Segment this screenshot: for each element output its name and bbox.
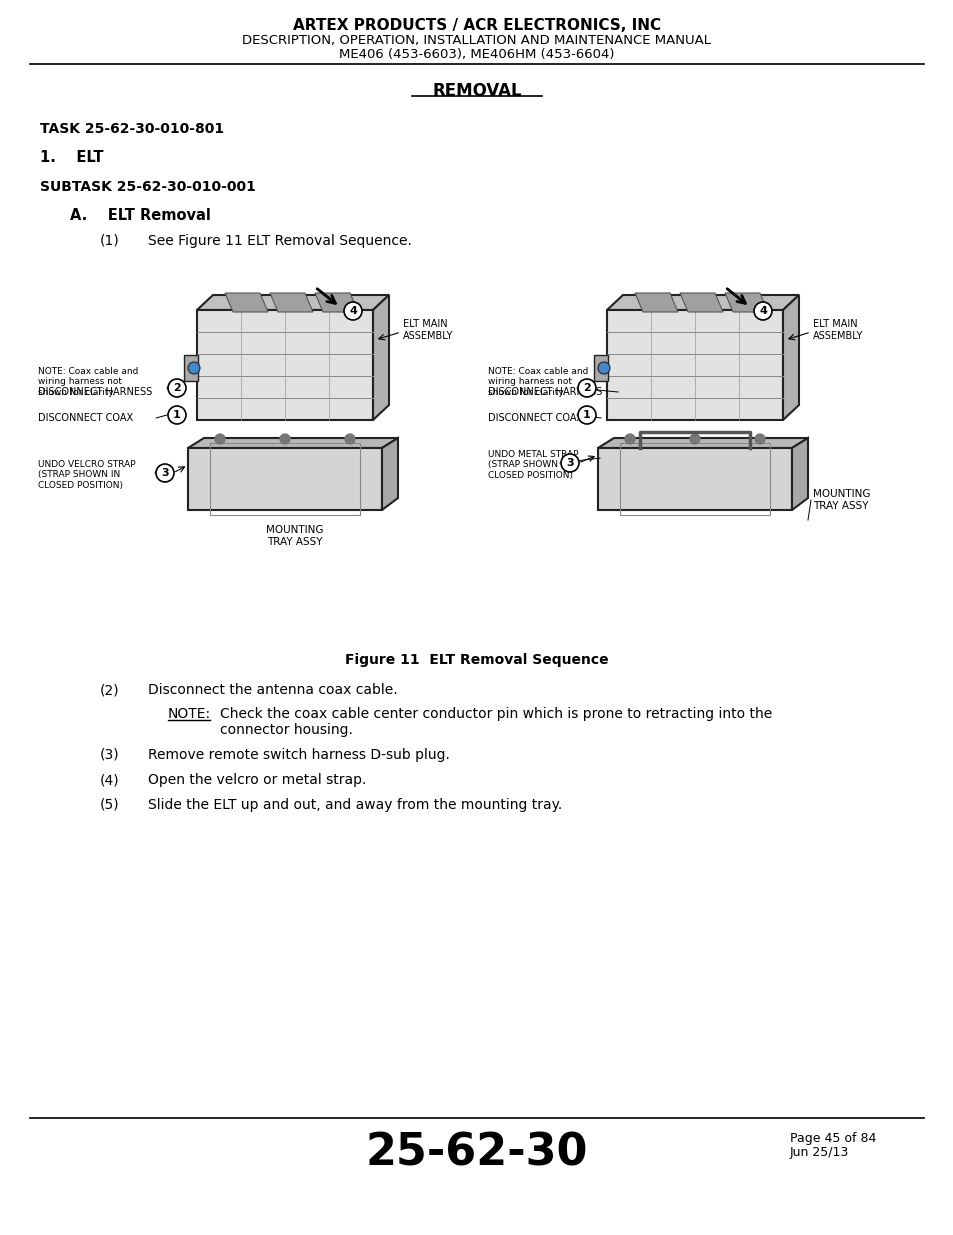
- Text: (4): (4): [100, 773, 119, 787]
- Text: 1: 1: [172, 410, 181, 420]
- Text: MOUNTING
TRAY ASSY: MOUNTING TRAY ASSY: [812, 489, 869, 511]
- Text: 2: 2: [172, 383, 181, 393]
- Circle shape: [214, 433, 225, 445]
- Text: Slide the ELT up and out, and away from the mounting tray.: Slide the ELT up and out, and away from …: [148, 798, 561, 811]
- Text: (5): (5): [100, 798, 119, 811]
- Text: A.    ELT Removal: A. ELT Removal: [70, 207, 211, 224]
- Bar: [210, 443, 359, 515]
- Circle shape: [754, 433, 764, 445]
- Polygon shape: [373, 295, 389, 420]
- Circle shape: [188, 362, 200, 374]
- Text: (2): (2): [100, 683, 119, 697]
- Text: SUBTASK 25-62-30-010-001: SUBTASK 25-62-30-010-001: [40, 180, 255, 194]
- Text: ELT MAIN
ASSEMBLY: ELT MAIN ASSEMBLY: [402, 319, 453, 341]
- Circle shape: [753, 303, 771, 320]
- Text: See Figure 11 ELT Removal Sequence.: See Figure 11 ELT Removal Sequence.: [148, 233, 412, 248]
- Text: 3: 3: [161, 468, 169, 478]
- Text: Figure 11  ELT Removal Sequence: Figure 11 ELT Removal Sequence: [345, 653, 608, 667]
- Polygon shape: [606, 295, 799, 310]
- Text: 4: 4: [759, 306, 766, 316]
- Text: DISCONNECT COAX: DISCONNECT COAX: [38, 412, 133, 424]
- Text: ARTEX PRODUCTS / ACR ELECTRONICS, INC: ARTEX PRODUCTS / ACR ELECTRONICS, INC: [293, 19, 660, 33]
- Polygon shape: [196, 295, 389, 310]
- Bar: [619, 443, 769, 515]
- Text: 1: 1: [582, 410, 590, 420]
- Bar: [594, 354, 607, 382]
- Polygon shape: [606, 310, 782, 420]
- Text: NOTE: Coax cable and
wiring harness not
shown for clarity.: NOTE: Coax cable and wiring harness not …: [488, 367, 588, 396]
- Circle shape: [280, 433, 290, 445]
- Text: 1.    ELT: 1. ELT: [40, 149, 103, 165]
- Text: connector housing.: connector housing.: [220, 722, 353, 737]
- Circle shape: [168, 379, 186, 396]
- Polygon shape: [188, 438, 397, 448]
- Bar: [184, 354, 198, 382]
- Polygon shape: [782, 295, 799, 420]
- Circle shape: [345, 433, 355, 445]
- Polygon shape: [196, 310, 373, 420]
- Text: TASK 25-62-30-010-801: TASK 25-62-30-010-801: [40, 122, 224, 136]
- Polygon shape: [724, 293, 767, 312]
- Polygon shape: [314, 293, 357, 312]
- Text: Open the velcro or metal strap.: Open the velcro or metal strap.: [148, 773, 366, 787]
- Text: DESCRIPTION, OPERATION, INSTALLATION AND MAINTENANCE MANUAL: DESCRIPTION, OPERATION, INSTALLATION AND…: [242, 35, 711, 47]
- Circle shape: [156, 464, 173, 482]
- Text: UNDO METAL STRAP
(STRAP SHOWN IN
CLOSED POSITION): UNDO METAL STRAP (STRAP SHOWN IN CLOSED …: [488, 450, 578, 480]
- Text: NOTE:: NOTE:: [168, 706, 211, 721]
- Text: 2: 2: [582, 383, 590, 393]
- Text: (3): (3): [100, 748, 119, 762]
- Polygon shape: [270, 293, 313, 312]
- Text: Check the coax cable center conductor pin which is prone to retracting into the: Check the coax cable center conductor pi…: [220, 706, 771, 721]
- Text: MOUNTING
TRAY ASSY: MOUNTING TRAY ASSY: [266, 525, 323, 547]
- Circle shape: [344, 303, 361, 320]
- Circle shape: [168, 406, 186, 424]
- Text: Disconnect the antenna coax cable.: Disconnect the antenna coax cable.: [148, 683, 397, 697]
- Polygon shape: [598, 438, 807, 448]
- Circle shape: [689, 433, 700, 445]
- Polygon shape: [188, 448, 381, 510]
- Text: UNDO VELCRO STRAP
(STRAP SHOWN IN
CLOSED POSITION): UNDO VELCRO STRAP (STRAP SHOWN IN CLOSED…: [38, 459, 135, 490]
- Text: 25-62-30: 25-62-30: [365, 1132, 588, 1174]
- Text: Remove remote switch harness D-sub plug.: Remove remote switch harness D-sub plug.: [148, 748, 450, 762]
- Circle shape: [598, 362, 609, 374]
- Polygon shape: [791, 438, 807, 510]
- Text: Page 45 of 84: Page 45 of 84: [789, 1132, 876, 1145]
- Text: (1): (1): [100, 233, 120, 248]
- Text: Jun 25/13: Jun 25/13: [789, 1146, 848, 1158]
- Text: 3: 3: [565, 458, 573, 468]
- Polygon shape: [598, 448, 791, 510]
- Circle shape: [560, 454, 578, 472]
- Text: ELT MAIN
ASSEMBLY: ELT MAIN ASSEMBLY: [812, 319, 862, 341]
- Circle shape: [578, 379, 596, 396]
- Circle shape: [578, 406, 596, 424]
- Text: DISCONNECT COAX: DISCONNECT COAX: [488, 412, 582, 424]
- Text: ME406 (453-6603), ME406HM (453-6604): ME406 (453-6603), ME406HM (453-6604): [339, 48, 614, 61]
- Polygon shape: [635, 293, 678, 312]
- Text: REMOVAL: REMOVAL: [432, 82, 521, 100]
- Text: 4: 4: [349, 306, 356, 316]
- Text: DISCONNECT HARNESS: DISCONNECT HARNESS: [488, 387, 601, 396]
- Polygon shape: [225, 293, 268, 312]
- Polygon shape: [679, 293, 722, 312]
- Text: DISCONNECT HARNESS: DISCONNECT HARNESS: [38, 387, 152, 396]
- Polygon shape: [381, 438, 397, 510]
- Circle shape: [624, 433, 635, 445]
- Text: NOTE: Coax cable and
wiring harness not
shown for clarity.: NOTE: Coax cable and wiring harness not …: [38, 367, 138, 396]
